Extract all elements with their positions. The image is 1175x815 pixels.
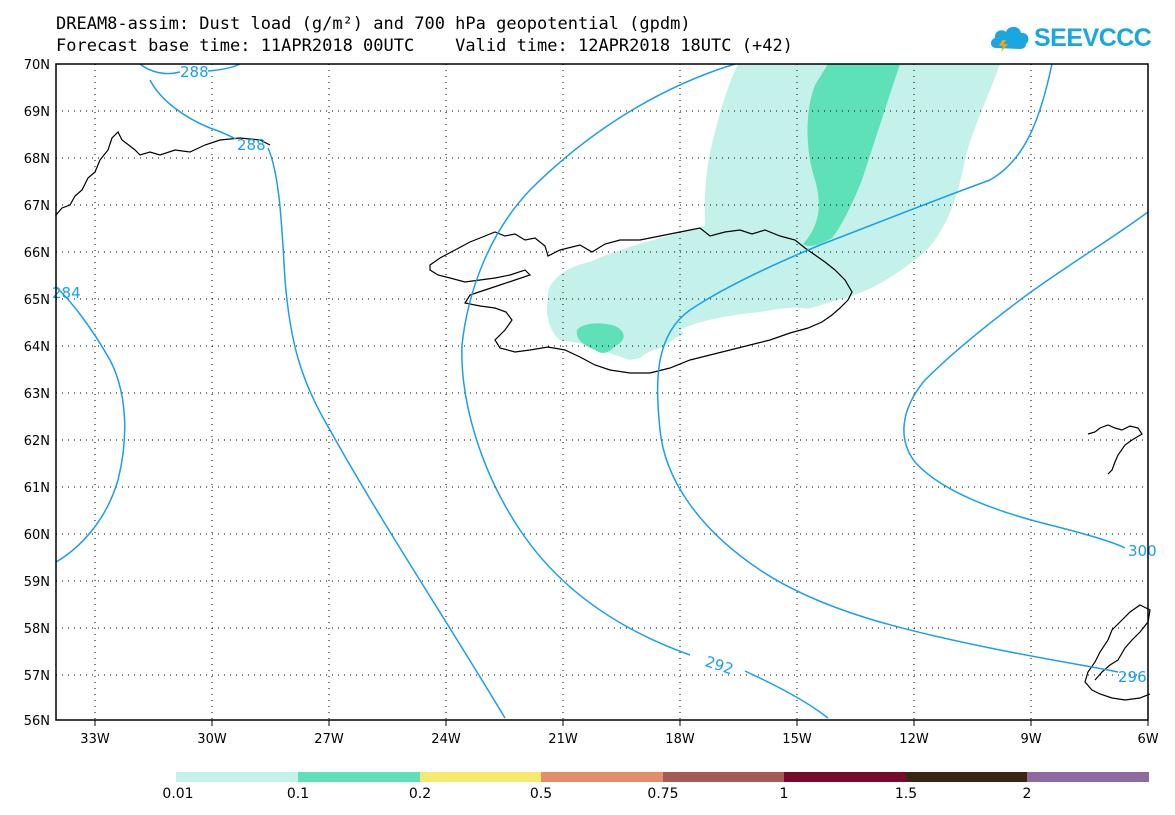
colorbar-label: 0.1 <box>286 786 310 802</box>
colorbar-label: 0.75 <box>647 786 679 802</box>
lat-label: 65N <box>24 293 50 308</box>
contour-label: 292 <box>703 652 736 678</box>
colorbar-segment <box>906 772 1027 782</box>
greenland-coast <box>55 130 271 216</box>
lat-label: 67N <box>24 199 50 214</box>
dust-area-mid <box>803 64 900 246</box>
lon-label: 15W <box>782 732 812 747</box>
contour-300 <box>903 211 1149 549</box>
lon-label: 30W <box>197 732 227 747</box>
coastlines <box>55 130 1151 701</box>
contour-label: 300 <box>1128 542 1157 560</box>
map-title: DREAM8-assim: Dust load (g/m²) and 700 h… <box>56 14 691 34</box>
lat-label: 66N <box>24 246 50 261</box>
lon-label: 9W <box>1020 732 1041 747</box>
lon-label: 21W <box>548 732 578 747</box>
colorbar-segment <box>1027 772 1149 782</box>
no-dust-patch <box>680 307 815 341</box>
forecast-time-subtitle: Forecast base time: 11APR2018 00UTC Vali… <box>56 36 793 56</box>
contour-296 <box>656 63 1119 673</box>
lat-label: 63N <box>24 387 50 402</box>
contour-label: 296 <box>1118 668 1147 686</box>
lat-label: 70N <box>24 58 50 73</box>
colorbar-segment <box>541 772 663 782</box>
lon-label: 24W <box>431 732 461 747</box>
colorbar-segment <box>298 772 420 782</box>
cloud-icon <box>990 26 1029 52</box>
dust-load-shading <box>546 64 1000 363</box>
geopotential-contours <box>55 63 1149 719</box>
lat-label: 60N <box>24 528 50 543</box>
iceland-coast <box>429 227 853 374</box>
lat-label: 61N <box>24 481 50 496</box>
lat-label: 58N <box>24 622 50 637</box>
lat-label: 68N <box>24 152 50 167</box>
contour-292 <box>461 63 829 719</box>
dust-area-low <box>546 64 1000 360</box>
colorbar-segment <box>663 772 784 782</box>
logo-text: SEEVCCC <box>1034 24 1152 52</box>
colorbar-label: 0.2 <box>408 786 432 802</box>
contour-288-top <box>139 63 241 75</box>
lat-label: 57N <box>24 669 50 684</box>
contour-288-main <box>149 79 506 719</box>
colorbar-label: 2 <box>1022 786 1032 802</box>
lat-label: 59N <box>24 575 50 590</box>
seevccc-logo: SEEVCCC <box>988 18 1168 60</box>
colorbar-segment <box>176 772 298 782</box>
no-dust-patch-2 <box>640 346 692 363</box>
lon-label: 33W <box>80 732 110 747</box>
lon-label: 27W <box>314 732 344 747</box>
colorbar-segment <box>784 772 906 782</box>
colorbar-label: 0.01 <box>162 786 194 802</box>
map-frame <box>55 63 1149 721</box>
contour-label: 284 <box>52 284 81 302</box>
lat-label: 64N <box>24 340 50 355</box>
lon-label: 12W <box>899 732 929 747</box>
contour-label-group: 288 288 284 292 300 296 <box>52 63 1157 686</box>
colorbar-label: 1 <box>779 786 789 802</box>
colorbar-label: 0.5 <box>529 786 553 802</box>
lon-label: 18W <box>665 732 695 747</box>
contour-label: 288 <box>180 63 209 81</box>
lon-label: 6W <box>1137 732 1158 747</box>
dust-area-mid-small <box>576 323 624 353</box>
faroe-coast <box>1087 424 1143 475</box>
contour-284 <box>55 286 126 563</box>
axis-ticks <box>94 720 1149 726</box>
lat-label: 69N <box>24 105 50 120</box>
lat-label: 56N <box>24 714 50 729</box>
colorbar-segment <box>420 772 541 782</box>
contour-label: 288 <box>237 136 266 154</box>
latitude-labels: 70N 69N 68N 67N 66N 65N 64N 63N 62N 61N … <box>24 58 50 729</box>
longitude-labels: 33W 30W 27W 24W 21W 18W 15W 12W 9W 6W <box>80 732 1158 747</box>
colorbar-label: 1.5 <box>894 786 918 802</box>
graticule <box>56 64 1148 720</box>
lat-label: 62N <box>24 434 50 449</box>
scotland-coast <box>1084 604 1151 701</box>
